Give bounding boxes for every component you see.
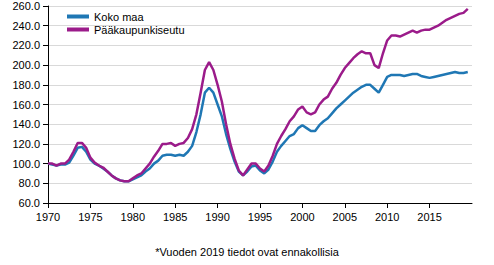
svg-text:180.0: 180.0	[12, 79, 40, 91]
svg-text:240.0: 240.0	[12, 20, 40, 32]
svg-text:1995: 1995	[248, 211, 272, 223]
svg-text:2015: 2015	[417, 211, 441, 223]
svg-text:200.0: 200.0	[12, 59, 40, 71]
svg-text:1980: 1980	[121, 211, 145, 223]
svg-text:1975: 1975	[78, 211, 102, 223]
svg-text:60.0: 60.0	[19, 197, 40, 209]
svg-text:Koko maa: Koko maa	[94, 11, 144, 23]
svg-text:2005: 2005	[333, 211, 357, 223]
svg-text:160.0: 160.0	[12, 99, 40, 111]
svg-text:Pääkaupunkiseutu: Pääkaupunkiseutu	[94, 24, 185, 36]
svg-text:120.0: 120.0	[12, 138, 40, 150]
svg-text:220.0: 220.0	[12, 39, 40, 51]
svg-text:1970: 1970	[36, 211, 60, 223]
svg-text:2000: 2000	[290, 211, 314, 223]
svg-text:100.0: 100.0	[12, 158, 40, 170]
svg-text:1990: 1990	[205, 211, 229, 223]
svg-text:*Vuoden 2019 tiedot ovat ennak: *Vuoden 2019 tiedot ovat ennakollisia	[155, 246, 340, 258]
svg-text:2010: 2010	[375, 211, 399, 223]
svg-text:260.0: 260.0	[12, 0, 40, 12]
svg-text:80.0: 80.0	[19, 177, 40, 189]
svg-text:140.0: 140.0	[12, 118, 40, 130]
svg-text:1985: 1985	[163, 211, 187, 223]
